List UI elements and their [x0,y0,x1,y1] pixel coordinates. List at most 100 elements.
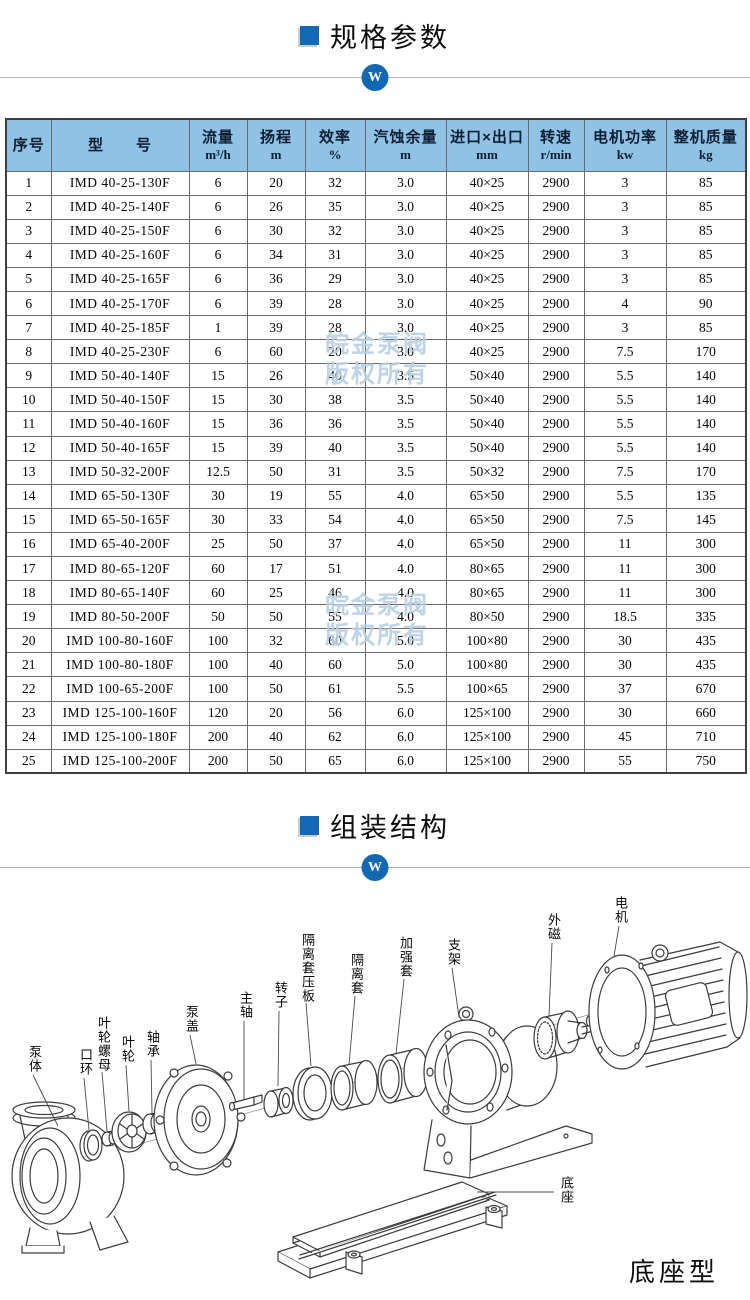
table-cell: 4 [5,242,52,268]
table-cell: 100 [188,652,248,678]
spec-section-title: 规格参数 [330,23,450,53]
w-badge-icon: W [361,64,389,91]
part-label: 口环 [78,1048,93,1076]
table-cell: 46 [304,580,366,606]
table-cell: 50×40 [445,411,529,437]
table-cell: 85 [665,315,747,341]
table-row: 2 IMD 40-25-140F 6 26 35 3.0 40×25 2900 3 85 [5,194,747,220]
table-cell: 100 [188,628,248,654]
part-label: 主轴 [238,991,253,1019]
table-cell: 6.0 [364,748,447,774]
table-cell: 15 [188,387,248,413]
table-cell: 140 [665,435,747,461]
table-row: 16 IMD 65-40-200F 25 50 37 4.0 65×50 2900 11 300 [5,531,747,558]
table-cell: IMD 50-40-165F [50,435,190,461]
table-cell: IMD 50-40-140F [50,363,190,389]
base-part-label: 底座 [559,1176,574,1204]
impeller-part [111,1111,147,1153]
motor-part [585,941,748,1070]
table-cell: 5.5 [583,363,667,389]
table-cell: 2900 [527,628,585,654]
table-cell: 140 [665,387,747,413]
table-cell: IMD 125-100-180F [50,724,190,750]
part-label: 转子 [273,981,288,1009]
table-cell: 28 [304,290,366,317]
part-label: 轴承 [145,1030,160,1058]
table-cell: 125×100 [445,724,529,750]
table-row: 9 IMD 50-40-140F 15 26 40 3.5 50×40 2900 5.5 140 [5,363,747,389]
isolation-sleeve-part [330,1059,378,1111]
table-cell: 40 [304,363,366,389]
table-cell: 2900 [527,531,585,558]
table-cell: IMD 40-25-130F [50,170,190,196]
table-row: 1 IMD 40-25-130F 6 20 32 3.0 40×25 2900 3 85 [5,170,747,196]
table-cell: 9 [5,363,52,389]
table-cell: 80×65 [445,555,529,582]
table-cell: 39 [246,315,306,341]
heading-square-icon [300,816,319,835]
table-row: 8 IMD 40-25-230F 6 60 20 3.0 40×25 2900 7.5 170 [5,339,747,365]
table-cell: 36 [304,411,366,437]
table-cell: 2900 [527,194,585,220]
table-cell: 120 [188,700,248,726]
table-cell: 3.5 [364,363,447,389]
table-row: 23 IMD 125-100-160F 120 20 56 6.0 125×100 2900 3… [5,700,747,726]
table-cell: 55 [304,604,366,630]
table-cell: 10 [5,387,52,413]
table-cell: 38 [304,387,366,413]
table-cell: 31 [304,459,366,485]
table-cell: 3.0 [364,170,447,196]
table-cell: 5.0 [364,628,447,654]
table-cell: 5.5 [583,435,667,461]
table-cell: 7.5 [583,339,667,365]
table-cell: 50 [188,604,248,630]
table-cell: 4.0 [364,604,447,630]
table-cell: 2900 [527,363,585,389]
table-cell: 6 [188,170,248,196]
table-cell: 36 [246,411,306,437]
table-cell: 30 [246,387,306,413]
table-cell: 3 [583,315,667,341]
table-cell: 17 [246,555,306,582]
table-cell: 3.0 [364,339,447,365]
table-cell: 40 [246,652,306,678]
table-cell: 140 [665,363,747,389]
table-cell: 3.0 [364,242,447,268]
table-cell: IMD 40-25-140F [50,194,190,220]
table-cell: 55 [304,483,366,509]
table-cell: 20 [246,170,306,196]
table-cell: 100×80 [445,652,529,678]
table-cell: 4.0 [364,507,447,533]
table-cell: 3 [583,266,667,292]
table-cell: IMD 125-100-160F [50,700,190,726]
table-cell: 100×80 [445,628,529,654]
table-row: 20 IMD 100-80-160F 100 32 60 5.0 100×80 2900 30 4… [5,628,747,654]
assembly-section-heading: 组装结构 [0,806,750,845]
table-row: 13 IMD 50-32-200F 12.5 50 31 3.5 50×32 2900 7.5 1… [5,459,747,485]
table-cell: 3.5 [364,387,447,413]
table-cell: 40×25 [445,170,529,196]
pump-body-part [11,1101,129,1254]
table-cell: 3 [583,242,667,268]
table-cell: 40×25 [445,218,529,244]
table-cell: 15 [188,435,248,461]
part-label: 支架 [446,938,461,966]
table-cell: 6 [188,339,248,365]
column-header: 型 号 [50,118,190,172]
table-cell: 3.0 [364,290,447,317]
table-cell: 3.0 [364,194,447,220]
table-cell: 40×25 [445,339,529,365]
table-cell: 40×25 [445,242,529,268]
table-cell: 5.5 [364,676,447,702]
table-cell: IMD 50-32-200F [50,459,190,485]
table-cell: 14 [5,483,52,509]
base-type-caption: 底座型 [629,1257,720,1287]
table-cell: 30 [188,507,248,533]
table-cell: 2900 [527,507,585,533]
table-row: 3 IMD 40-25-150F 6 30 32 3.0 40×25 2900 3 85 [5,218,747,244]
table-cell: 60 [246,339,306,365]
table-cell: 2900 [527,700,585,726]
table-row: 11 IMD 50-40-160F 15 36 36 3.5 50×40 2900 5.5 140 [5,411,747,437]
table-cell: 3.5 [364,411,447,437]
part-label: 外磁 [546,913,561,941]
